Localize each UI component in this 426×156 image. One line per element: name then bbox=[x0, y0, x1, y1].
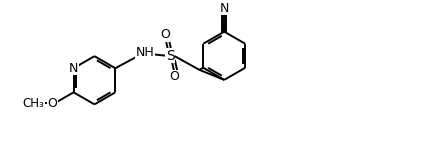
Text: O: O bbox=[48, 97, 58, 110]
Text: NH: NH bbox=[136, 46, 155, 59]
Text: N: N bbox=[69, 62, 78, 75]
Text: O: O bbox=[161, 28, 170, 41]
Text: N: N bbox=[219, 2, 229, 15]
Text: S: S bbox=[166, 49, 175, 63]
Text: CH₃: CH₃ bbox=[23, 97, 44, 110]
Text: O: O bbox=[170, 70, 179, 83]
